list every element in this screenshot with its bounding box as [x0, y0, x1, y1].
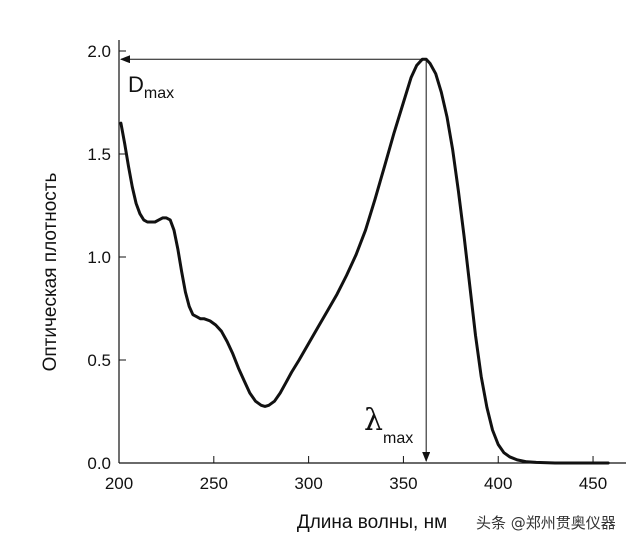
x-ticks: 200 250 300 350 400 450 — [105, 456, 607, 493]
x-axis-title: Длина волны, нм — [297, 512, 447, 533]
dmax-sub: max — [144, 85, 174, 102]
y-tick-label: 1.0 — [87, 248, 111, 267]
y-ticks: 0.0 0.5 1.0 1.5 2.0 — [87, 42, 126, 473]
dmax-main: D — [128, 72, 144, 97]
x-tick-label: 450 — [579, 474, 607, 493]
x-tick-label: 300 — [294, 474, 322, 493]
x-tick-label: 250 — [200, 474, 228, 493]
dmax-label: Dmax — [128, 72, 174, 102]
y-tick-label: 1.5 — [87, 145, 111, 164]
x-tick-label: 400 — [484, 474, 512, 493]
y-tick-label: 0.5 — [87, 351, 111, 370]
series-line-absorbance — [119, 57, 610, 465]
y-tick-label: 2.0 — [87, 42, 111, 61]
x-tick-label: 200 — [105, 474, 133, 493]
y-axis-title: Оптическая плотность — [40, 172, 61, 371]
peak-annotations: Dmax λmax — [120, 55, 431, 462]
lambda-main: λ — [364, 403, 383, 438]
x-tick-label: 350 — [389, 474, 417, 493]
y-tick-label: 0.0 — [87, 454, 111, 473]
watermark-text: 头条 @郑州贯奥仪器 — [476, 514, 616, 532]
lambda-sub: max — [383, 430, 413, 447]
lambda-max-label: λmax — [364, 403, 413, 447]
axes — [118, 40, 626, 464]
